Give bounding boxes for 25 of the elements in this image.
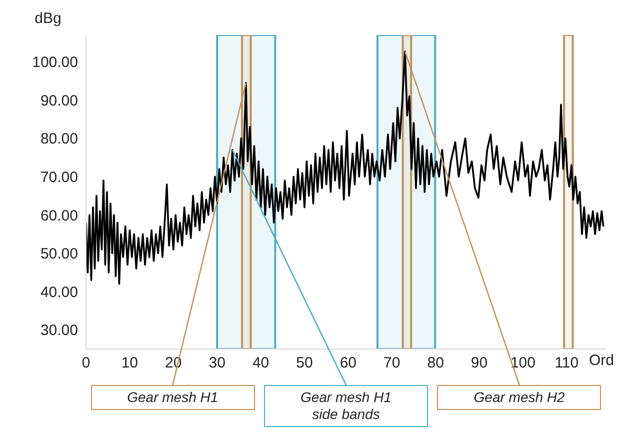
line-series	[86, 50, 604, 285]
annotation: Gear mesh H1 side bands	[299, 389, 393, 423]
y-tick-label: 100.00	[32, 54, 78, 72]
y-tick-label: 70.00	[40, 169, 78, 186]
x-tick-label: 90	[470, 354, 488, 372]
x-axis-title: Ord	[588, 352, 614, 369]
x-tick-label: 110	[554, 354, 579, 372]
x-tick-label: 30	[208, 354, 226, 372]
x-tick-label: 100	[510, 354, 536, 372]
annotation: Gear mesh H1	[127, 389, 218, 406]
x-tick-label: 40	[252, 354, 270, 372]
x-tick-label: 10	[121, 354, 138, 372]
x-tick-label: 60	[340, 354, 357, 372]
y-tick-label: 30.00	[40, 322, 78, 340]
y-axis-title: dBg	[34, 10, 62, 27]
x-tick-label: 0	[82, 354, 90, 372]
x-tick-label: 70	[384, 354, 400, 372]
y-tick-label: 80.00	[40, 130, 78, 148]
y-tick-label: 90.00	[40, 92, 78, 110]
y-tick-label: 40.00	[40, 284, 78, 301]
annotation: Gear mesh H2	[474, 389, 565, 406]
y-tick-label: 50.00	[40, 246, 78, 263]
x-tick-label: 80	[427, 354, 444, 372]
y-tick-label: 60.00	[40, 207, 78, 224]
x-tick-label: 50	[296, 354, 313, 372]
